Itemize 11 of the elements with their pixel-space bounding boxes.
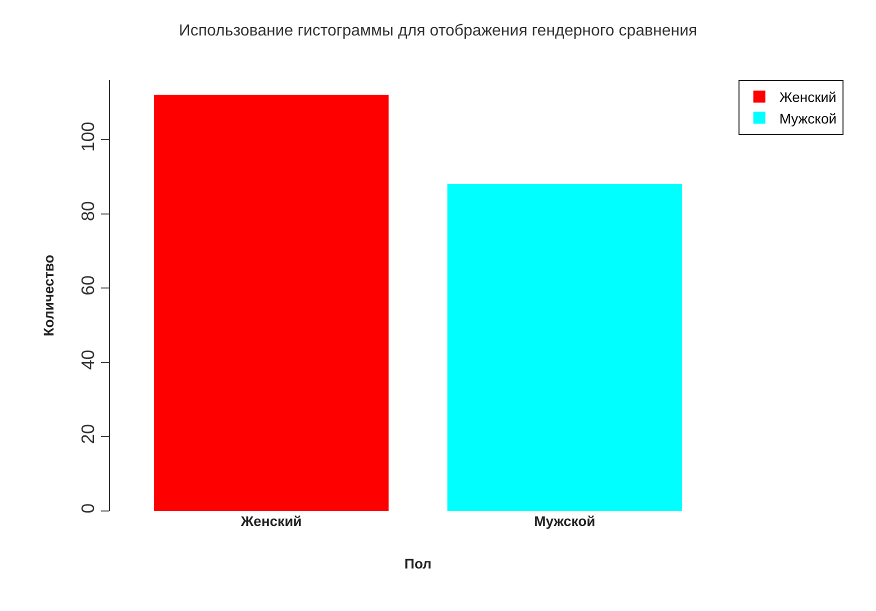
x-axis-title: Пол — [404, 555, 432, 572]
y-tick-label: 0 — [78, 503, 98, 514]
legend-label: Мужской — [779, 110, 837, 126]
y-tick-label: 60 — [78, 275, 98, 296]
y-axis-title: Количество — [40, 254, 56, 336]
y-tick-label: 20 — [78, 424, 98, 444]
y-tick-label: 80 — [78, 201, 98, 222]
y-tick-label: 40 — [78, 350, 98, 370]
y-tick-label: 100 — [78, 122, 98, 152]
chart-title: Использование гистограммы для отображения гендерного сравнения — [178, 22, 698, 40]
legend-label: Женский — [779, 89, 836, 106]
